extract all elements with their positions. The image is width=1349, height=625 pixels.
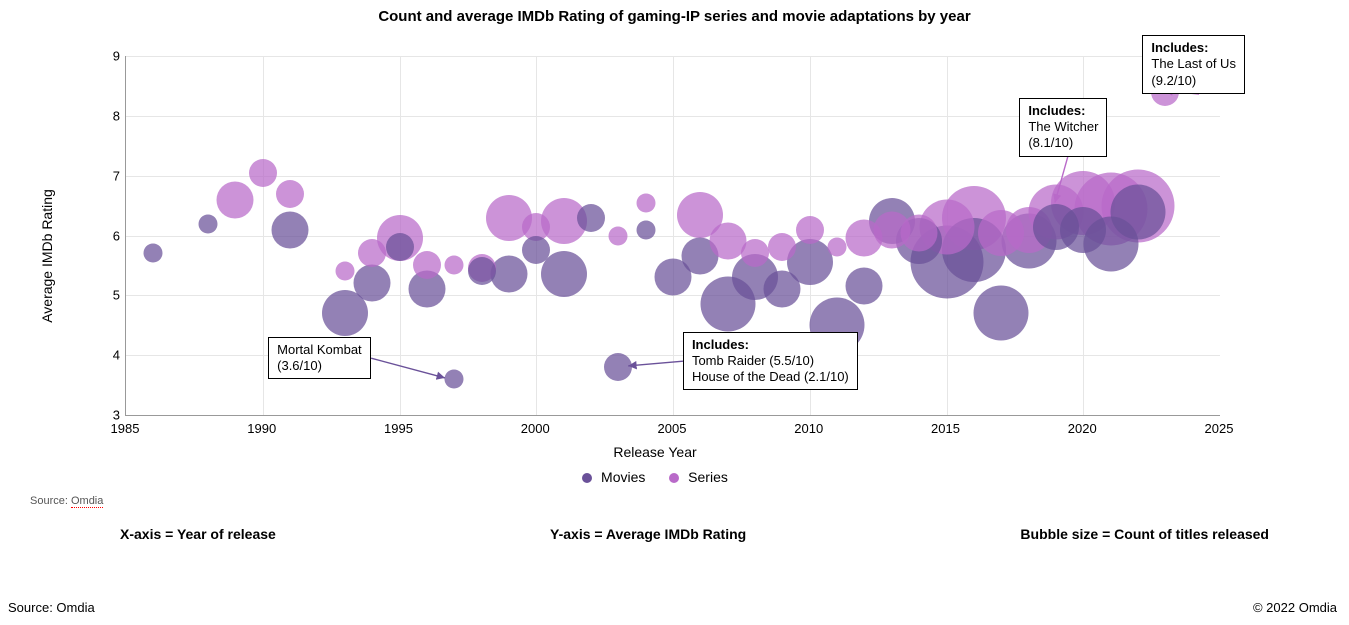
xtick-label: 2020 [1068, 421, 1097, 436]
small-source-prefix: Source: [30, 495, 71, 507]
xtick-label: 2010 [794, 421, 823, 436]
xtick-label: 1995 [384, 421, 413, 436]
legend-item-series: Series [669, 469, 728, 485]
legend: Movies Series [65, 469, 1245, 485]
footer-copyright: © 2022 Omdia [1253, 600, 1337, 615]
bubble-movies [604, 353, 632, 381]
ytick-label: 9 [90, 49, 120, 64]
bubble-series [217, 181, 254, 218]
bubble-series [413, 251, 441, 279]
ytick-label: 4 [90, 348, 120, 363]
legend-dot-movies [582, 473, 592, 483]
legend-item-movies: Movies [582, 469, 645, 485]
callout-the-witcher: Includes:The Witcher(8.1/10) [1019, 98, 1107, 157]
bubble-series [901, 214, 938, 251]
bubble-series [445, 256, 464, 275]
bubble-movies [846, 268, 883, 305]
callout-last-of-us: Includes:The Last of Us(9.2/10) [1142, 35, 1245, 94]
gridline-v [673, 56, 674, 415]
legend-label-series: Series [688, 469, 728, 485]
bubble-movies [386, 233, 414, 261]
callout-mortal-kombat: Mortal Kombat(3.6/10) [268, 337, 371, 380]
ytick-label: 5 [90, 288, 120, 303]
x-axis-title: Release Year [613, 444, 696, 460]
small-source-label: Source: Omdia [30, 495, 103, 507]
bubble-movies [445, 370, 464, 389]
footer-source: Source: Omdia [8, 600, 95, 615]
ytick-label: 8 [90, 108, 120, 123]
bubble-movies [144, 244, 163, 263]
explain-size: Bubble size = Count of titles released [1020, 526, 1269, 542]
xtick-label: 1990 [247, 421, 276, 436]
explain-x: X-axis = Year of release [120, 526, 276, 542]
legend-label-movies: Movies [601, 469, 645, 485]
chart-title: Count and average IMDb Rating of gaming-… [0, 8, 1349, 25]
bubble-movies [1060, 207, 1106, 253]
xtick-label: 2015 [931, 421, 960, 436]
bubble-series [796, 216, 824, 244]
bubble-movies [272, 211, 309, 248]
xtick-label: 1985 [111, 421, 140, 436]
gridline-v [263, 56, 264, 415]
bubble-movies [974, 286, 1029, 341]
y-axis-title: Average IMDb Rating [39, 189, 55, 323]
bubble-movies [354, 265, 391, 302]
ytick-label: 6 [90, 228, 120, 243]
bubble-movies [764, 271, 801, 308]
bubble-movies [636, 220, 655, 239]
small-source-name: Omdia [71, 495, 103, 508]
bubble-series [249, 159, 277, 187]
xtick-label: 2000 [521, 421, 550, 436]
plot-wrap: Average IMDb Rating Release Year Movies … [65, 46, 1245, 466]
bubble-series [828, 238, 847, 257]
bubble-movies [490, 256, 527, 293]
page-root: { "chart": { "type": "bubble", "title": … [0, 0, 1349, 625]
bubble-series [276, 180, 304, 208]
explain-row: X-axis = Year of release Y-axis = Averag… [120, 526, 1269, 542]
bubble-series [335, 262, 354, 281]
legend-dot-series [669, 473, 679, 483]
explain-y: Y-axis = Average IMDb Rating [550, 526, 746, 542]
bubble-movies [1110, 184, 1165, 239]
bubble-series [768, 233, 796, 261]
bubble-series [609, 226, 628, 245]
bubble-movies [468, 257, 496, 285]
callout-tomb-raider: Includes:Tomb Raider (5.5/10)House of th… [683, 332, 858, 391]
xtick-label: 2025 [1205, 421, 1234, 436]
xtick-label: 2005 [658, 421, 687, 436]
ytick-label: 7 [90, 168, 120, 183]
bubble-movies [577, 204, 605, 232]
bubble-series [358, 239, 386, 267]
bubble-movies [522, 236, 550, 264]
bubble-movies [199, 214, 218, 233]
bubble-series [636, 193, 655, 212]
bubble-series [741, 239, 769, 267]
